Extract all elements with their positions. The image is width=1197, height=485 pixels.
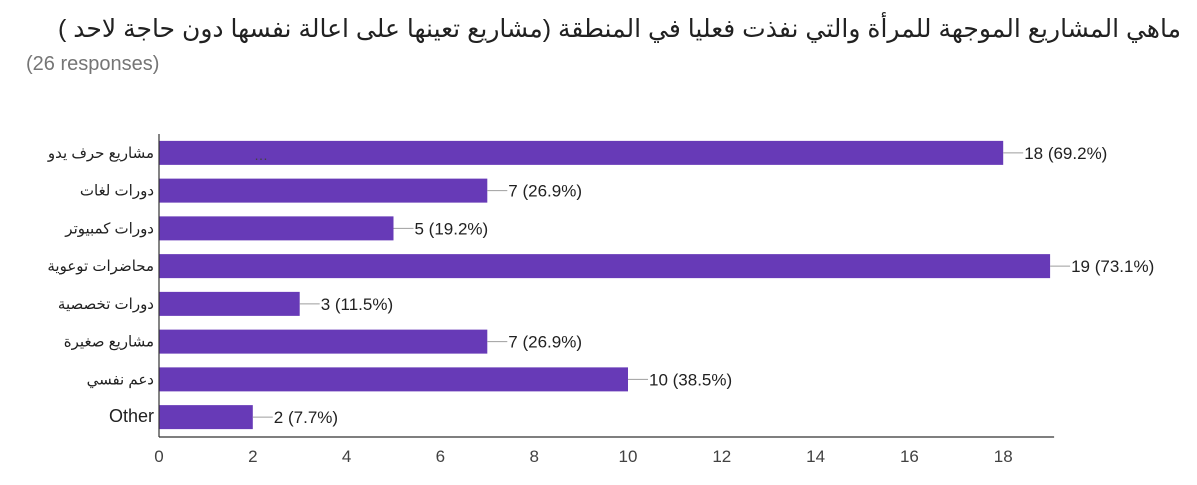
bar [159, 329, 488, 354]
data-label: 7 (26.9%) [508, 333, 582, 352]
x-tick-label: 10 [619, 447, 638, 466]
bar [159, 216, 394, 241]
x-tick-label: 2 [248, 447, 257, 466]
data-label: 19 (73.1%) [1071, 257, 1154, 276]
x-tick-label: 8 [529, 447, 538, 466]
category-label: دورات كمبيوتر [64, 220, 154, 237]
label-ellipsis: … [254, 147, 268, 163]
bar [159, 140, 1004, 165]
category-label: مشاريع حرف يدو [47, 145, 154, 162]
bar [159, 405, 253, 430]
category-label: دعم نفسي [87, 371, 154, 389]
category-label: محاضرات توعوية [47, 258, 154, 275]
data-label: 5 (19.2%) [415, 219, 489, 238]
bar [159, 254, 1051, 279]
x-tick-label: 14 [806, 447, 825, 466]
category-label: Other [109, 406, 154, 426]
bar [159, 367, 628, 392]
x-tick-label: 16 [900, 447, 919, 466]
data-label: 2 (7.7%) [274, 408, 338, 427]
response-count: (26 responses) [26, 53, 160, 75]
data-label: 18 (69.2%) [1024, 144, 1107, 163]
chart-title: ماهي المشاريع الموجهة للمرأة والتي نفذت … [58, 15, 1181, 43]
x-tick-label: 4 [342, 447, 351, 466]
x-tick-label: 12 [712, 447, 731, 466]
x-tick-label: 0 [154, 447, 163, 466]
category-label: دورات لغات [80, 183, 154, 200]
category-label: مشاريع صغيرة [64, 334, 154, 351]
category-label: دورات تخصصية [58, 296, 154, 313]
data-label: 10 (38.5%) [649, 370, 732, 389]
data-label: 7 (26.9%) [508, 182, 582, 201]
x-tick-label: 18 [994, 447, 1013, 466]
x-tick-label: 6 [436, 447, 445, 466]
bar [159, 291, 300, 316]
data-label: 3 (11.5%) [321, 295, 393, 314]
bar [159, 178, 488, 203]
